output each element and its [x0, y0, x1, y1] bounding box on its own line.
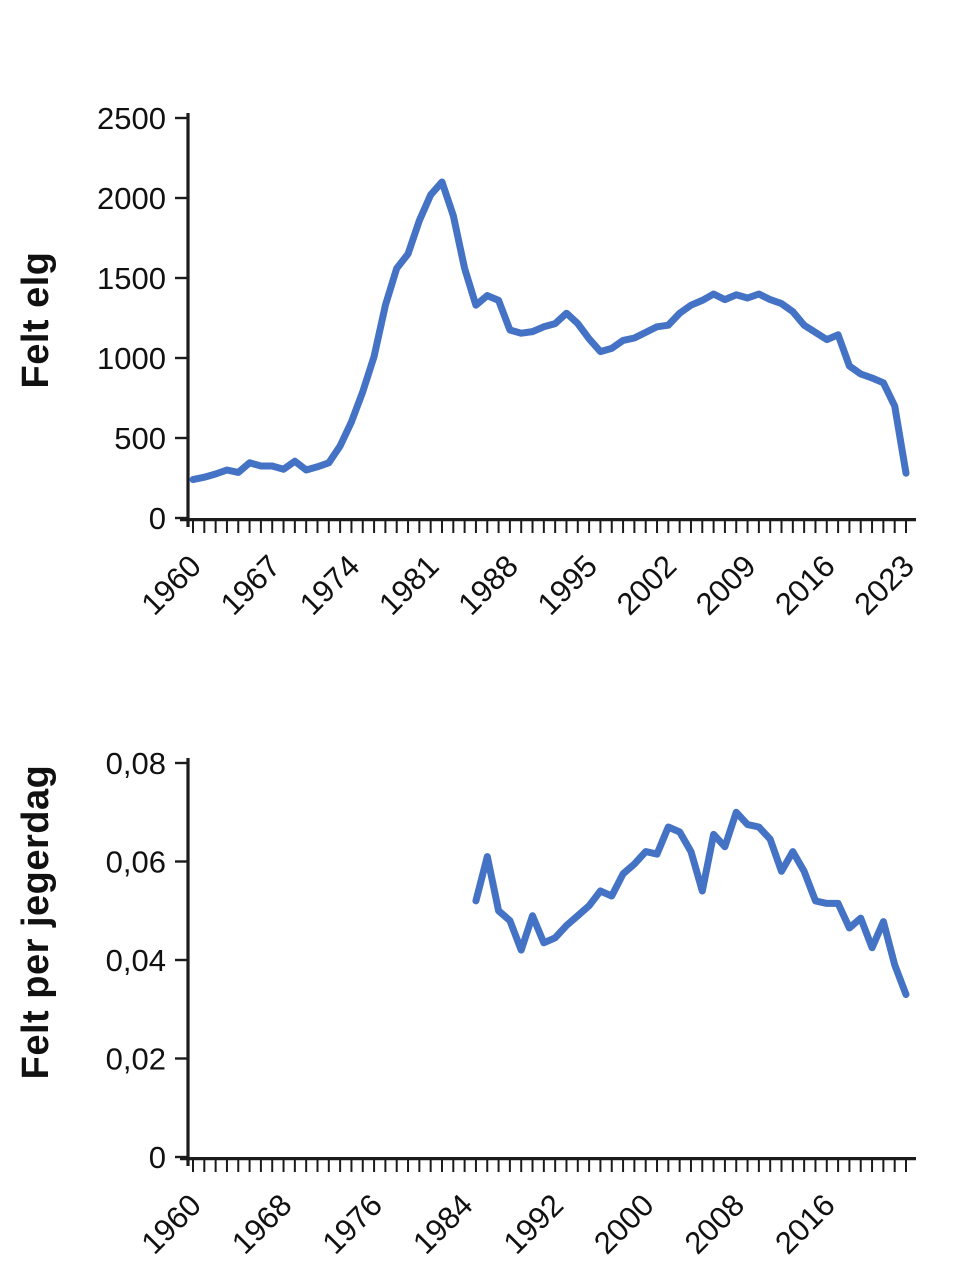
felt-elg-y-axis-title: Felt elg: [15, 251, 57, 388]
felt-per-jegerdag-x-year-label: 1968: [225, 1187, 299, 1261]
felt-elg-x-year-label: 1967: [214, 548, 288, 622]
felt-per-jegerdag-y-tick-label: 0: [149, 1140, 166, 1175]
felt-elg-y-tick-label: 2500: [97, 101, 166, 136]
felt-elg-plot: 0 500 1000 1500 2000 2500 1960 1967 1974 1981 1988…: [97, 101, 921, 622]
chart-felt-elg: 0 500 1000 1500 2000 2500 1960 1967 1974 1981 1988…: [15, 101, 921, 622]
felt-per-jegerdag-x-year-label: 1984: [406, 1187, 480, 1261]
felt-per-jegerdag-x-year-label: 1992: [497, 1187, 571, 1261]
felt-elg-y-tick-label: 1000: [97, 341, 166, 376]
felt-elg-x-year-label: 2002: [610, 548, 684, 622]
felt-elg-x-year-label: 2009: [689, 548, 763, 622]
felt-elg-x-year-label: 1974: [293, 548, 367, 622]
felt-elg-x-year-label: 1960: [134, 548, 208, 622]
felt-per-jegerdag-x-year-label: 2016: [768, 1187, 842, 1261]
felt-per-jegerdag-y-tick-label: 0,02: [106, 1042, 166, 1077]
felt-per-jegerdag-y-tick-label: 0,08: [106, 746, 166, 781]
felt-elg-data-line: [189, 178, 910, 484]
felt-per-jegerdag-y-axis-title: Felt per jegerdag: [15, 765, 57, 1080]
felt-per-jegerdag-y-tick-label: 0,06: [106, 845, 166, 880]
felt-elg-y-tick-label: 0: [149, 501, 166, 536]
felt-per-jegerdag-x-year-label: 2000: [587, 1187, 661, 1261]
felt-elg-x-year-label: 1981: [372, 548, 446, 622]
felt-elg-y-tick-label: 1500: [97, 261, 166, 296]
felt-elg-y-tick-label: 2000: [97, 181, 166, 216]
felt-per-jegerdag-y-tick-label: 0,04: [106, 943, 166, 978]
felt-elg-x-year-label: 2016: [768, 548, 842, 622]
felt-per-jegerdag-x-year-label: 1976: [316, 1187, 390, 1261]
felt-elg-x-year-label: 2023: [847, 548, 921, 622]
felt-per-jegerdag-x-year-label: 2008: [678, 1187, 752, 1261]
felt-per-jegerdag-x-year-label: 1960: [134, 1187, 208, 1261]
felt-per-jegerdag-data-line: [472, 808, 910, 998]
felt-elg-x-year-label: 1988: [451, 548, 525, 622]
felt-elg-x-year-label: 1995: [531, 548, 605, 622]
felt-elg-y-tick-label: 500: [114, 421, 166, 456]
